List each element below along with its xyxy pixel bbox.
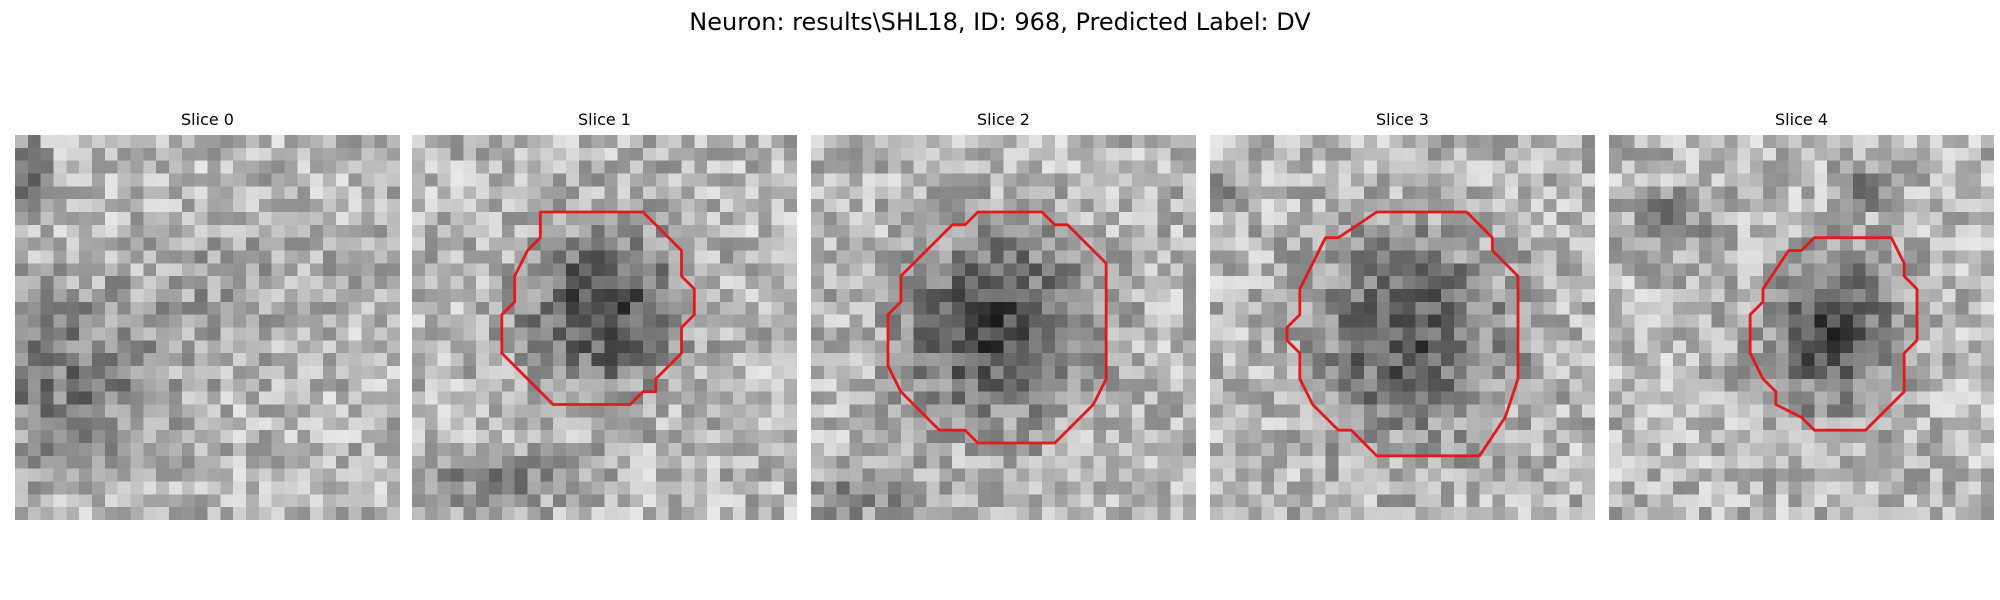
- neuron-contour: [1748, 236, 1919, 432]
- slice-title: Slice 0: [181, 110, 234, 129]
- slice-panel-0: Slice 0: [15, 110, 400, 520]
- neuron-contour: [500, 210, 696, 406]
- neuron-contour: [1285, 210, 1520, 458]
- slice-title: Slice 3: [1376, 110, 1429, 129]
- slice-panel-2: Slice 2: [811, 110, 1196, 520]
- slice-image: [1210, 135, 1595, 520]
- slice-title: Slice 4: [1775, 110, 1828, 129]
- figure-title: Neuron: results\SHL18, ID: 968, Predicte…: [689, 8, 1311, 36]
- neuron-contour: [886, 210, 1108, 445]
- slice-image: [412, 135, 797, 520]
- slice-image: [15, 135, 400, 520]
- slice-title: Slice 2: [977, 110, 1030, 129]
- slice-panel-1: Slice 1: [412, 110, 797, 520]
- slice-title: Slice 1: [578, 110, 631, 129]
- slice-image: [1609, 135, 1994, 520]
- slice-image: [811, 135, 1196, 520]
- slice-panel-4: Slice 4: [1609, 110, 1994, 520]
- slice-panel-3: Slice 3: [1210, 110, 1595, 520]
